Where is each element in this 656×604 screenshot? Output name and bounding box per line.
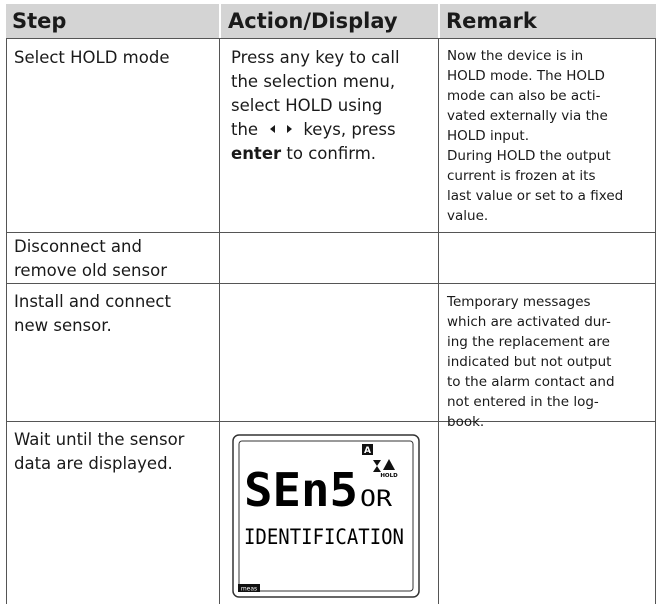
text-line: the keys, press — [231, 118, 400, 142]
border — [6, 38, 656, 39]
badge: A — [364, 446, 371, 456]
text-line: HOLD input. — [447, 128, 530, 144]
step-cell: Wait until the sensor data are displayed. — [14, 428, 184, 476]
text-line: select HOLD using — [231, 96, 383, 115]
text-line: data are displayed. — [14, 454, 173, 473]
border — [6, 38, 7, 604]
header-divider — [219, 4, 221, 604]
text-line: new sensor. — [14, 316, 112, 335]
text-line: vated externally via the — [447, 108, 608, 124]
text-line: Disconnect and — [14, 237, 142, 256]
key-name: enter — [231, 144, 282, 163]
text-line: Wait until the sensor — [14, 430, 185, 449]
text-line: the selection menu, — [231, 72, 396, 91]
lcd-display: A HOLD SEn5 OR IDENTIFICATION meas — [232, 434, 420, 598]
text-line: Select HOLD mode — [14, 48, 170, 67]
remark-cell: Now the device is in HOLD mode. The HOLD m… — [447, 46, 623, 226]
text-line: which are activated dur- — [447, 314, 611, 330]
step-cell: Disconnect and remove old sensor — [14, 235, 167, 283]
text-line: current is frozen at its — [447, 168, 596, 184]
header-action: Action/Display — [228, 9, 398, 33]
arrow-keys-icon — [270, 125, 293, 133]
border — [438, 38, 439, 604]
text-line: remove old sensor — [14, 261, 167, 280]
text-line: Install and connect — [14, 292, 171, 311]
text-line: Press any key to call — [231, 48, 400, 67]
border — [219, 38, 220, 604]
text-line: ing the replacement are — [447, 334, 610, 350]
text-line: Temporary messages — [447, 294, 591, 310]
text-line: mode can also be acti- — [447, 88, 601, 104]
header-step: Step — [12, 9, 67, 33]
lcd-main: SEn5 — [244, 463, 358, 517]
action-cell: Press any key to call the selection menu… — [231, 46, 400, 166]
remark-cell: Temporary messages which are activated du… — [447, 292, 615, 432]
text-line: enter to confirm. — [231, 142, 400, 166]
text-line: book. — [447, 414, 485, 430]
border — [6, 421, 656, 422]
lcd-suffix: OR — [360, 487, 393, 512]
text-line: to the alarm contact and — [447, 374, 615, 390]
text-line: not entered in the log- — [447, 394, 599, 410]
text-line: value. — [447, 208, 489, 224]
text-line: last value or set to a fixed — [447, 188, 624, 204]
hold-indicator: HOLD — [380, 473, 398, 479]
header-divider — [438, 4, 440, 604]
text: to confirm. — [286, 144, 377, 163]
text-line: Now the device is in — [447, 48, 584, 64]
text-line: indicated but not output — [447, 354, 612, 370]
text-line: HOLD mode. The HOLD — [447, 68, 605, 84]
step-cell: Install and connect new sensor. — [14, 290, 171, 338]
header-remark: Remark — [446, 9, 537, 33]
mode-label: meas — [241, 586, 257, 593]
border — [6, 232, 656, 233]
text: the — [231, 120, 259, 139]
border — [6, 283, 656, 284]
step-cell: Select HOLD mode — [14, 46, 169, 70]
text-line: During HOLD the output — [447, 148, 611, 164]
header-bar — [6, 4, 656, 38]
lcd-line2: IDENTIFICATION — [244, 525, 404, 549]
text: keys, press — [303, 120, 396, 139]
